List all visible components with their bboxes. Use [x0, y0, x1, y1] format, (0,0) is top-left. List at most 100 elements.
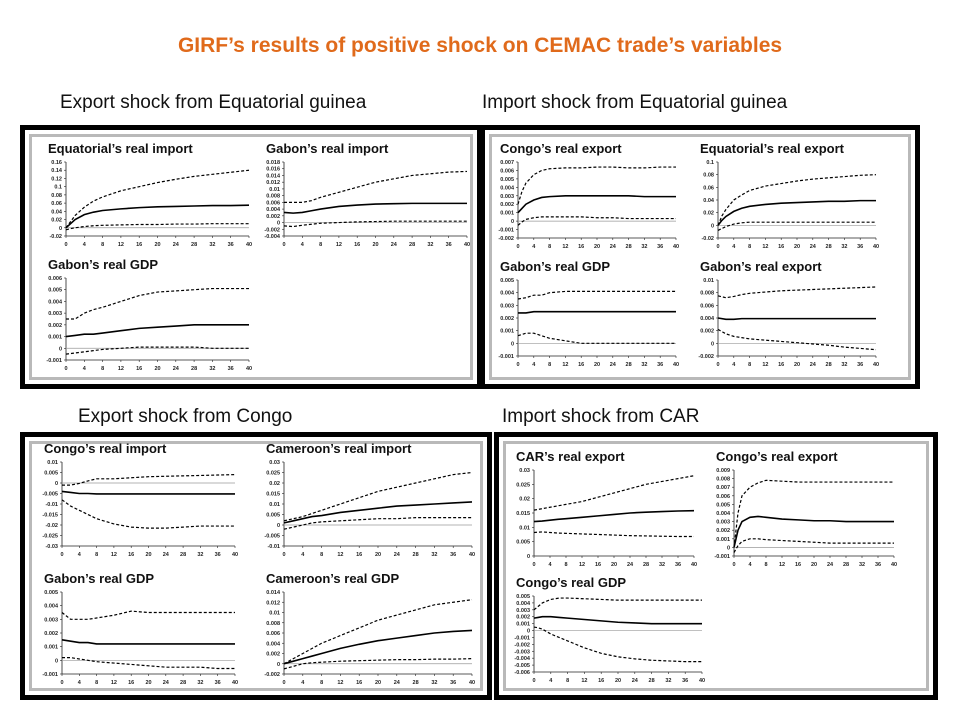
x-tick-label: 0 — [716, 244, 719, 250]
x-tick-label: 20 — [372, 242, 378, 248]
lower-band-line — [65, 223, 249, 231]
x-tick-label: 4 — [301, 680, 305, 686]
y-tick-label: 0.001 — [500, 211, 514, 217]
chart-gabon-real-gdp-2: Gabon’s real GDP 0.005 0.004 0.003 0.002 0.00… — [498, 259, 679, 368]
x-tick-label: 0 — [732, 562, 735, 568]
lower-band-line — [65, 346, 249, 355]
y-tick-label: 0 — [277, 523, 280, 529]
x-tick-label: 0 — [516, 244, 519, 250]
upper-band-line — [717, 174, 877, 226]
y-tick-label: 0.009 — [716, 468, 730, 474]
lower-band-line — [717, 328, 877, 351]
y-tick-label: 0.004 — [48, 299, 63, 305]
x-tick-label: 20 — [794, 244, 800, 250]
y-tick-label: 0.04 — [703, 198, 715, 204]
x-tick-label: 4 — [532, 244, 536, 250]
y-tick-label: 0.005 — [500, 278, 514, 284]
x-tick-label: 20 — [145, 680, 151, 686]
x-tick-label: 0 — [64, 242, 67, 248]
y-tick-label: 0.03 — [269, 460, 280, 466]
y-tick-label: 0 — [727, 545, 730, 551]
y-tick-label: -0.002 — [514, 642, 530, 648]
x-tick-label: 0 — [532, 562, 535, 568]
chart-congo-real-import: Congo’s real import 0.01 0.005 0 -0.005 -0.01… — [42, 441, 238, 558]
chart-cameroon-real-gdp: Cameroon’s real GDP 0.014 0.012 0.01 0.008 0.… — [264, 571, 475, 686]
x-tick-label: 8 — [748, 362, 751, 368]
y-tick-label: 0.015 — [516, 511, 530, 517]
y-tick-label: 0.014 — [266, 590, 281, 596]
y-tick-label: 0.006 — [716, 494, 730, 500]
x-tick-label: 12 — [336, 242, 342, 248]
y-tick-label: 0.004 — [516, 601, 531, 607]
x-tick-label: 24 — [632, 678, 639, 684]
x-tick-label: 20 — [375, 552, 381, 558]
x-tick-label: 28 — [409, 242, 415, 248]
x-tick-label: 8 — [101, 242, 104, 248]
lower-band-line — [733, 538, 894, 553]
x-tick-label: 32 — [427, 242, 433, 248]
x-tick-label: 36 — [228, 242, 234, 248]
y-tick-label: 0.16 — [51, 160, 62, 166]
x-tick-label: 16 — [128, 680, 134, 686]
x-tick-label: 24 — [810, 244, 817, 250]
y-tick-label: -0.001 — [42, 672, 58, 678]
x-tick-label: 32 — [641, 244, 647, 250]
chart-title: Gabon’s real export — [700, 259, 822, 274]
girf-median-line — [717, 199, 876, 226]
x-tick-label: 28 — [191, 242, 197, 248]
y-tick-label: 0.01 — [703, 278, 714, 284]
y-tick-label: 0 — [59, 346, 62, 352]
y-tick-label: -0.005 — [42, 492, 58, 498]
x-tick-label: 20 — [794, 362, 800, 368]
y-tick-label: 0.001 — [48, 335, 62, 341]
x-tick-label: 24 — [173, 242, 180, 248]
x-tick-label: 36 — [682, 678, 688, 684]
y-tick-label: -0.005 — [514, 663, 530, 669]
y-tick-label: 0 — [527, 554, 530, 560]
x-tick-label: 0 — [716, 362, 719, 368]
x-tick-label: 20 — [154, 242, 160, 248]
x-tick-label: 36 — [215, 680, 221, 686]
y-tick-label: 0.008 — [266, 621, 280, 627]
upper-band-line — [65, 169, 250, 229]
x-tick-label: 36 — [857, 244, 863, 250]
y-tick-label: 0.002 — [48, 323, 62, 329]
y-tick-label: 0.002 — [500, 202, 514, 208]
x-tick-label: 8 — [320, 680, 323, 686]
y-tick-label: -0.03 — [45, 544, 58, 550]
y-tick-label: -0.015 — [42, 513, 58, 519]
x-tick-label: 16 — [356, 552, 362, 558]
y-tick-label: -0.002 — [498, 236, 514, 242]
panel-frame-import-car — [494, 432, 938, 700]
x-tick-label: 36 — [215, 552, 221, 558]
x-tick-label: 8 — [748, 244, 751, 250]
upper-band-line — [66, 287, 249, 320]
x-tick-label: 0 — [282, 552, 285, 558]
y-tick-label: 0.001 — [44, 645, 58, 651]
slide-title: GIRF’s results of positive shock on CEMA… — [177, 34, 783, 57]
chart-title: Gabon’s real GDP — [500, 259, 610, 274]
x-tick-label: 36 — [450, 552, 456, 558]
girf-median-line — [65, 204, 250, 229]
x-tick-label: 32 — [431, 552, 437, 558]
x-tick-label: 40 — [232, 552, 238, 558]
chart-title: Congo’s real export — [716, 449, 838, 464]
girf-median-line — [283, 202, 467, 214]
x-tick-label: 24 — [173, 366, 180, 372]
lower-band-line — [533, 531, 694, 538]
y-tick-label: 0.08 — [703, 173, 714, 179]
x-tick-label: 12 — [118, 366, 124, 372]
y-tick-label: 0.008 — [266, 194, 280, 200]
x-tick-label: 32 — [841, 244, 847, 250]
x-tick-label: 0 — [282, 242, 285, 248]
x-tick-label: 24 — [391, 242, 398, 248]
x-tick-label: 4 — [732, 244, 736, 250]
x-tick-label: 16 — [778, 362, 784, 368]
chart-title: Gabon’s real import — [266, 141, 389, 156]
y-tick-label: 0.004 — [44, 604, 59, 610]
x-tick-label: 20 — [145, 552, 151, 558]
x-tick-label: 20 — [375, 680, 381, 686]
chart-equatorial-real-import: Equatorial’s real import 0.16 0.14 0.12 0.1 0… — [48, 141, 252, 248]
y-tick-label: 0.018 — [266, 160, 280, 166]
x-tick-label: 36 — [675, 562, 681, 568]
